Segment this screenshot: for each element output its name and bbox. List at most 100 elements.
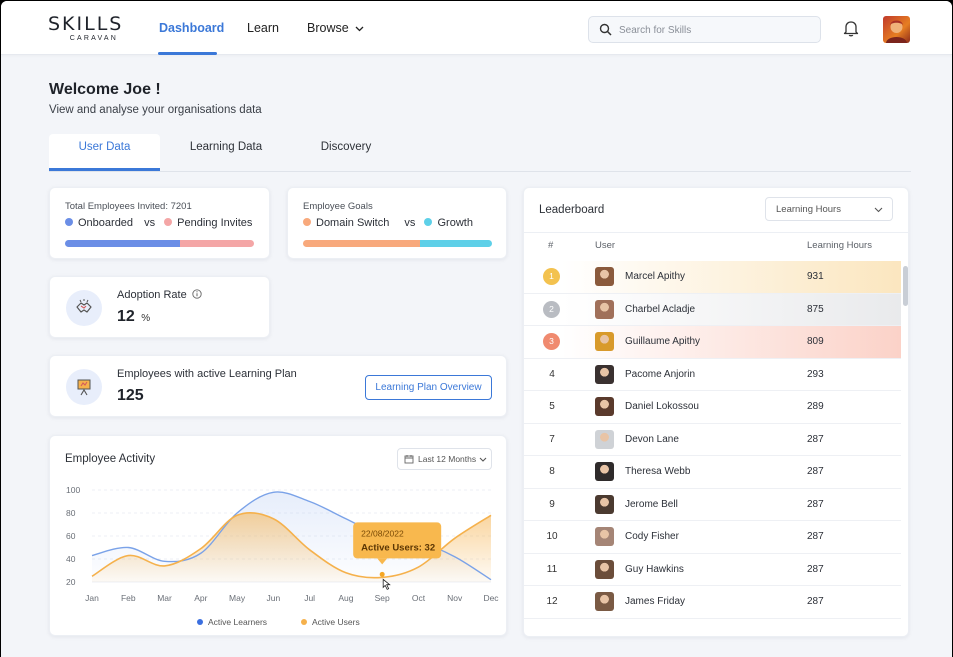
user-avatar — [595, 527, 614, 546]
legend-learners-dot — [197, 619, 203, 625]
invites-legend: Onboarded vs Pending Invites — [65, 217, 252, 229]
onboarded-bar-segment — [65, 240, 181, 247]
range-select-value: Last 12 Months — [418, 454, 477, 464]
tab-discovery[interactable]: Discovery — [320, 141, 372, 153]
learning-plan-overview-button[interactable]: Learning Plan Overview — [365, 375, 492, 400]
tooltip-date: 22/08/2022 — [361, 528, 404, 538]
legend-users-dot — [301, 619, 307, 625]
x-tick-label: Sep — [375, 593, 390, 603]
goals-label: Employee Goals — [303, 201, 373, 212]
learning-hours-value: 287 — [807, 433, 824, 445]
leaderboard-row[interactable]: 8 Theresa Webb 287 — [524, 456, 901, 489]
onboarded-label: Onboarded — [78, 217, 134, 229]
growth-dot — [424, 218, 433, 226]
learning-hours-value: 287 — [807, 563, 824, 575]
x-tick-label: Nov — [447, 593, 463, 603]
leaderboard-row[interactable]: 11 Guy Hawkins 287 — [524, 554, 901, 586]
adoption-value: 12 — [117, 308, 135, 325]
chevron-down-icon — [479, 457, 487, 462]
tooltip-value: Active Users: 32 — [361, 542, 435, 553]
leaderboard-row[interactable]: 7 Devon Lane 287 — [524, 424, 901, 456]
pending-bar-segment — [180, 240, 254, 247]
rank-number: 8 — [549, 466, 555, 477]
active-plan-icon-circle — [66, 369, 102, 405]
learning-hours-value: 293 — [807, 368, 824, 380]
invites-vs: vs — [144, 217, 156, 229]
x-tick-label: Jun — [267, 593, 281, 603]
domain-switch-dot — [303, 218, 311, 226]
welcome-title: Welcome Joe ! — [49, 81, 161, 98]
leaderboard-row[interactable]: 9 Jerome Bell 287 — [524, 489, 901, 521]
user-avatar — [595, 559, 614, 579]
rank-number: 10 — [546, 531, 558, 542]
brand-logo-sub: CARAVAN — [69, 35, 118, 42]
nav-learn[interactable]: Learn — [247, 21, 279, 35]
leaderboard-row[interactable]: 2 Charbel Acladje 875 — [524, 293, 901, 326]
rank-number: 5 — [549, 401, 555, 412]
search-input[interactable] — [619, 21, 809, 39]
nav-dashboard[interactable]: Dashboard — [159, 21, 225, 35]
tab-user-data[interactable]: User Data — [49, 134, 160, 171]
x-tick-label: May — [229, 593, 246, 603]
adoption-icon-circle — [66, 290, 102, 326]
x-tick-label: Apr — [194, 593, 207, 603]
brand-logo[interactable]: SKILLS CARAVAN — [48, 14, 121, 44]
user-avatar — [595, 364, 614, 384]
adoption-unit: % — [141, 313, 151, 324]
learning-hours-value: 875 — [807, 303, 824, 315]
bell-icon[interactable] — [843, 20, 859, 37]
goals-vs: vs — [404, 217, 416, 229]
y-tick-label: 60 — [66, 531, 76, 541]
adoption-value-row: 12 % — [117, 308, 150, 326]
leaderboard-row[interactable]: 1 Marcel Apithy 931 — [524, 261, 901, 294]
user-name: Daniel Lokossou — [625, 401, 699, 412]
y-tick-label: 80 — [66, 508, 76, 518]
rank-medal-badge: 3 — [543, 333, 560, 350]
nav-browse-label: Browse — [307, 21, 349, 35]
rank-number: 9 — [549, 498, 555, 510]
chevron-down-icon — [355, 26, 364, 32]
goals-legend: Domain Switch vs Growth — [303, 217, 473, 229]
active-users-area — [92, 512, 491, 582]
adoption-label-row: Adoption Rate — [117, 289, 202, 301]
tab-learning-data[interactable]: Learning Data — [189, 141, 263, 153]
leaderboard-row[interactable]: 4 Pacome Anjorin 293 — [524, 359, 901, 391]
learning-hours-value: 287 — [807, 596, 824, 607]
leaderboard-row[interactable]: 12 James Friday 287 — [524, 586, 901, 619]
pointer-cursor-icon — [382, 578, 391, 590]
range-select[interactable]: Last 12 Months — [397, 448, 492, 470]
leaderboard-title: Leaderboard — [539, 204, 605, 216]
active-users-line — [91, 511, 492, 579]
x-tick-label: Aug — [338, 593, 353, 603]
leaderboard-row[interactable]: 10 Cody Fisher 287 — [524, 521, 901, 554]
y-tick-label: 100 — [66, 485, 80, 495]
invites-split-bar — [65, 240, 254, 247]
user-avatar — [595, 299, 614, 319]
x-tick-label: Dec — [483, 593, 499, 603]
col-rank-header: # — [548, 240, 554, 251]
col-hours-header: Learning Hours — [807, 240, 872, 251]
user-avatar[interactable] — [883, 16, 910, 43]
leaderboard-row[interactable]: 3 Guillaume Apithy 809 — [524, 326, 901, 359]
rank-medal-badge: 2 — [543, 300, 560, 318]
leaderboard-scrollbar[interactable] — [903, 266, 908, 306]
search-box[interactable] — [588, 16, 821, 43]
user-name: Guy Hawkins — [625, 563, 684, 575]
top-navbar: SKILLS CARAVAN Dashboard Learn Browse — [1, 1, 952, 55]
chevron-down-icon — [874, 207, 883, 213]
rank-number: 11 — [546, 563, 558, 575]
user-avatar — [595, 429, 614, 449]
leaderboard-row[interactable]: 5 Daniel Lokossou 289 — [524, 391, 901, 424]
nav-browse[interactable]: Browse — [307, 21, 364, 55]
employee-activity-card: Employee Activity Last 12 Months 20 40 60 8… — [49, 435, 507, 636]
goals-split-bar — [303, 240, 492, 247]
adoption-label: Adoption Rate — [117, 289, 187, 301]
info-icon[interactable] — [192, 289, 202, 299]
user-avatar — [595, 592, 614, 611]
growth-label: Growth — [437, 217, 473, 229]
user-name: Marcel Apithy — [625, 271, 686, 282]
user-avatar-image — [886, 20, 907, 43]
learning-hours-value: 289 — [807, 401, 824, 412]
leaderboard-metric-select[interactable]: Learning Hours — [765, 197, 893, 221]
col-user-header: User — [595, 240, 616, 251]
